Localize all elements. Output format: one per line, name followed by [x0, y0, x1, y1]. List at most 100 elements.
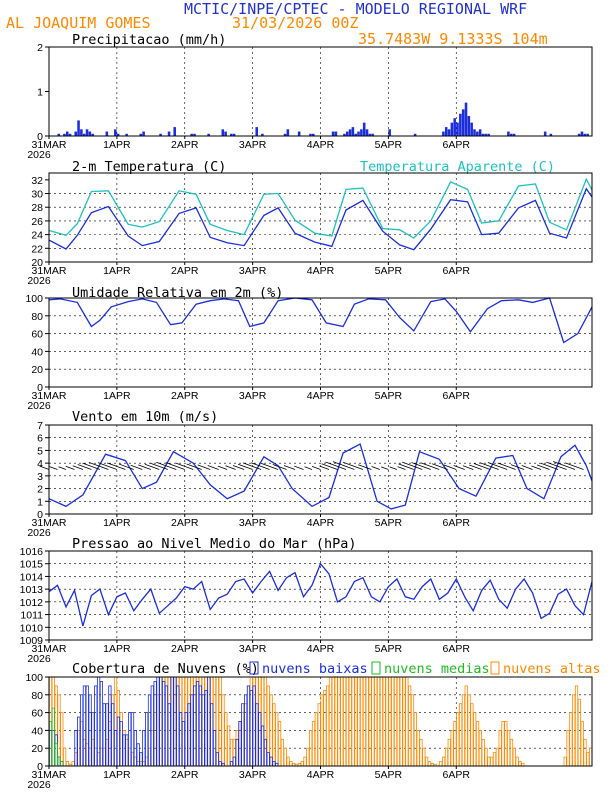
y-tick-label: 3 [37, 471, 43, 483]
wind-barb [332, 461, 355, 470]
cloud-high-bar [566, 730, 570, 767]
cloud-high-bar [396, 676, 400, 767]
precip-bar [583, 133, 587, 136]
x-year-label: 2026 [27, 400, 51, 412]
wind-barb [283, 465, 296, 470]
wind-barb [432, 463, 448, 470]
wind-barb [156, 461, 177, 470]
clouds-frame [48, 676, 593, 767]
wind-barb [49, 466, 58, 470]
wind-barb [58, 466, 67, 470]
y-tick-label: 24 [31, 230, 43, 242]
rh-panel-title: Umidade Relativa em 2m (%) [72, 285, 283, 301]
x-tick-label: 2APR [171, 517, 199, 529]
cloud-high-bar [303, 756, 307, 767]
cloud-high-bar [221, 694, 225, 767]
wind-barb [536, 464, 550, 470]
cloud-panel-title: Cobertura de Nuvens (%) [72, 661, 259, 677]
cloud-low-bar [145, 712, 149, 767]
cloud-high-bar [379, 676, 383, 767]
wind-barb [77, 464, 92, 470]
cloud-high-bar [277, 721, 282, 767]
cloud-high-bar [512, 747, 516, 767]
precip-bar [68, 133, 72, 136]
cloud-low-bar [111, 703, 115, 767]
wind-barb [242, 462, 262, 470]
x-tick-label: 5APR [375, 643, 403, 655]
x-tick-label: 2APR [171, 769, 199, 781]
precip-bar [464, 102, 468, 136]
cloud-high-bar [504, 721, 508, 767]
y-tick-label: 1009 [20, 635, 44, 647]
cloud-high-bar [272, 703, 276, 767]
run-datetime: 31/03/2026 00Z [232, 14, 358, 32]
pressure-panel-title: Pressao ao Nivel Medio do Mar (hPa) [72, 536, 356, 552]
station-name: AL JOAQUIM GOMES [6, 14, 151, 32]
cloud-high-bar [357, 676, 361, 767]
wind-barb [319, 465, 330, 470]
precip-bar [230, 133, 233, 136]
clouds-panel: 0 20 40 60 80 100 31MAR 1APR 2APR 3APR 4APR 5APR 6AP… [25, 672, 593, 791]
precip-bar [88, 131, 92, 136]
x-tick-label: 3APR [239, 265, 267, 277]
wind-barb [272, 464, 287, 470]
wind-barb [420, 462, 440, 470]
cloud-high-bar [442, 756, 446, 767]
y-tick-label: 1012 [20, 597, 44, 609]
precip-bar [484, 133, 488, 136]
precip-bar [74, 131, 77, 136]
wind-barb [411, 462, 431, 470]
wind-barb [82, 462, 101, 470]
precip-bar [543, 131, 547, 136]
y-tick-label: 80 [31, 690, 43, 702]
cloud-low-bar [167, 703, 171, 767]
wind-barb [165, 462, 185, 470]
x-tick-label: 31MAR [31, 643, 66, 655]
cloud-low-bar [162, 681, 166, 767]
precip-bar [221, 129, 225, 136]
y-tick-label: 1015 [20, 559, 44, 571]
cloud-high-bar [422, 747, 426, 767]
precip-bar [487, 133, 490, 136]
y-tick-label: 26 [31, 216, 43, 228]
cloud-low-bar [258, 712, 262, 767]
y-tick-label: 80 [31, 311, 43, 323]
cloud-low-bar [241, 703, 245, 767]
y-tick-label: 1010 [20, 622, 44, 634]
station-coordinates: 35.7483W 9.1333S 104m [358, 30, 548, 48]
legend-mid-label: nuvens medias [384, 661, 490, 677]
precip-bar [351, 127, 355, 136]
y-tick-label: 1016 [20, 546, 44, 558]
wind-barb [453, 465, 465, 470]
precip-bar [65, 131, 69, 136]
wind-barb [473, 463, 491, 470]
legend-low-label: nuvens baixas [262, 661, 368, 677]
cloud-low-bar [181, 721, 186, 767]
precip-bar [283, 133, 287, 136]
cloud-low-bar [204, 689, 208, 767]
temp-frame [48, 172, 593, 263]
precip-bar [453, 118, 456, 136]
y-tick-label: 20 [31, 364, 43, 376]
y-tick-label: 0 [37, 509, 43, 521]
precip-bar [63, 133, 66, 136]
precip-bar [125, 133, 128, 136]
cloud-high-bar [580, 721, 584, 767]
cloud-high-bar [481, 738, 485, 767]
precip-bar [312, 133, 315, 136]
legend-mid-swatch [371, 661, 381, 675]
y-tick-label: 2 [37, 484, 43, 496]
cloud-high-bar [362, 676, 367, 767]
precip-bar [476, 131, 479, 136]
cloud-high-bar [492, 752, 497, 767]
wind-barb [510, 464, 525, 470]
x-tick-label: 6APR [443, 769, 471, 781]
cloud-high-bar [461, 694, 466, 767]
y-tick-label: 100 [25, 672, 43, 684]
x-tick-label: 3APR [239, 643, 267, 655]
precip-bar [456, 122, 459, 136]
x-tick-label: 4APR [307, 390, 335, 402]
cloud-high-bar [63, 747, 67, 767]
wind-barb [251, 462, 270, 470]
